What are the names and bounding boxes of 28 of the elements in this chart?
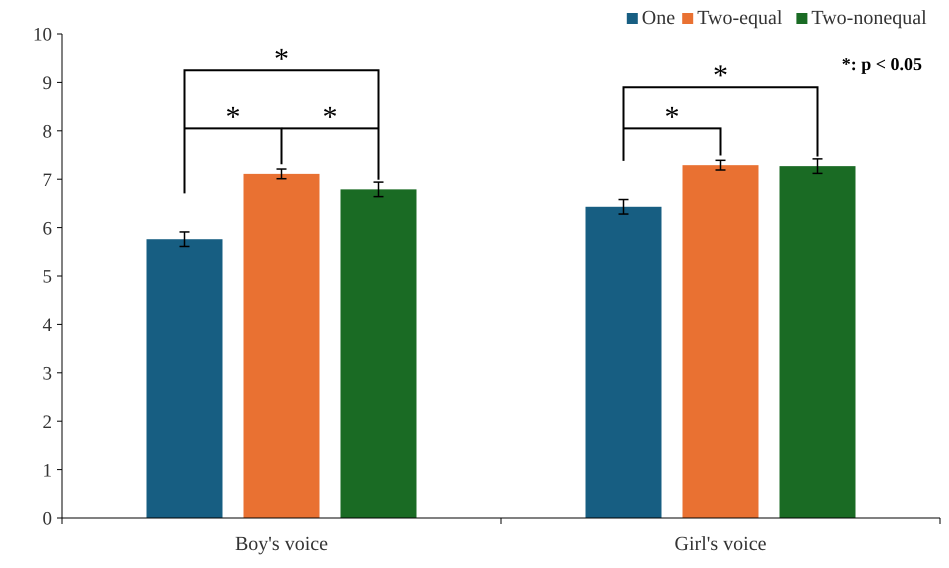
y-tick-label: 0 bbox=[42, 508, 52, 530]
y-tick-label: 3 bbox=[42, 363, 52, 384]
y-tick-label: 10 bbox=[33, 24, 52, 46]
bar bbox=[340, 189, 416, 518]
y-tick-label: 2 bbox=[42, 412, 52, 433]
y-tick-label: 9 bbox=[42, 73, 52, 94]
annotation: * bbox=[226, 100, 240, 134]
legend-label: One bbox=[642, 7, 676, 29]
annotation: * bbox=[274, 42, 289, 76]
bar bbox=[244, 174, 320, 518]
annotation: * bbox=[664, 100, 680, 134]
bar bbox=[586, 206, 662, 518]
y-tick-label: 7 bbox=[42, 170, 52, 191]
y-tick-label: 4 bbox=[42, 315, 52, 336]
y-tick-label: 5 bbox=[42, 266, 52, 288]
annotation: * bbox=[322, 100, 338, 134]
bar bbox=[780, 166, 856, 518]
annotation: * bbox=[713, 59, 728, 92]
annotation: *: p < 0.05 bbox=[842, 54, 922, 74]
y-tick-label: 6 bbox=[42, 218, 52, 240]
bar bbox=[146, 239, 222, 518]
legend-label: Two-nonequal bbox=[811, 7, 928, 29]
x-tick-label: Boy's voice bbox=[234, 533, 328, 555]
legend-label: Two-equal bbox=[697, 7, 783, 29]
bar bbox=[682, 165, 758, 518]
y-tick-label: 8 bbox=[42, 121, 52, 142]
x-tick-label: Girl's voice bbox=[674, 533, 767, 555]
y-tick-label: 1 bbox=[42, 460, 52, 482]
